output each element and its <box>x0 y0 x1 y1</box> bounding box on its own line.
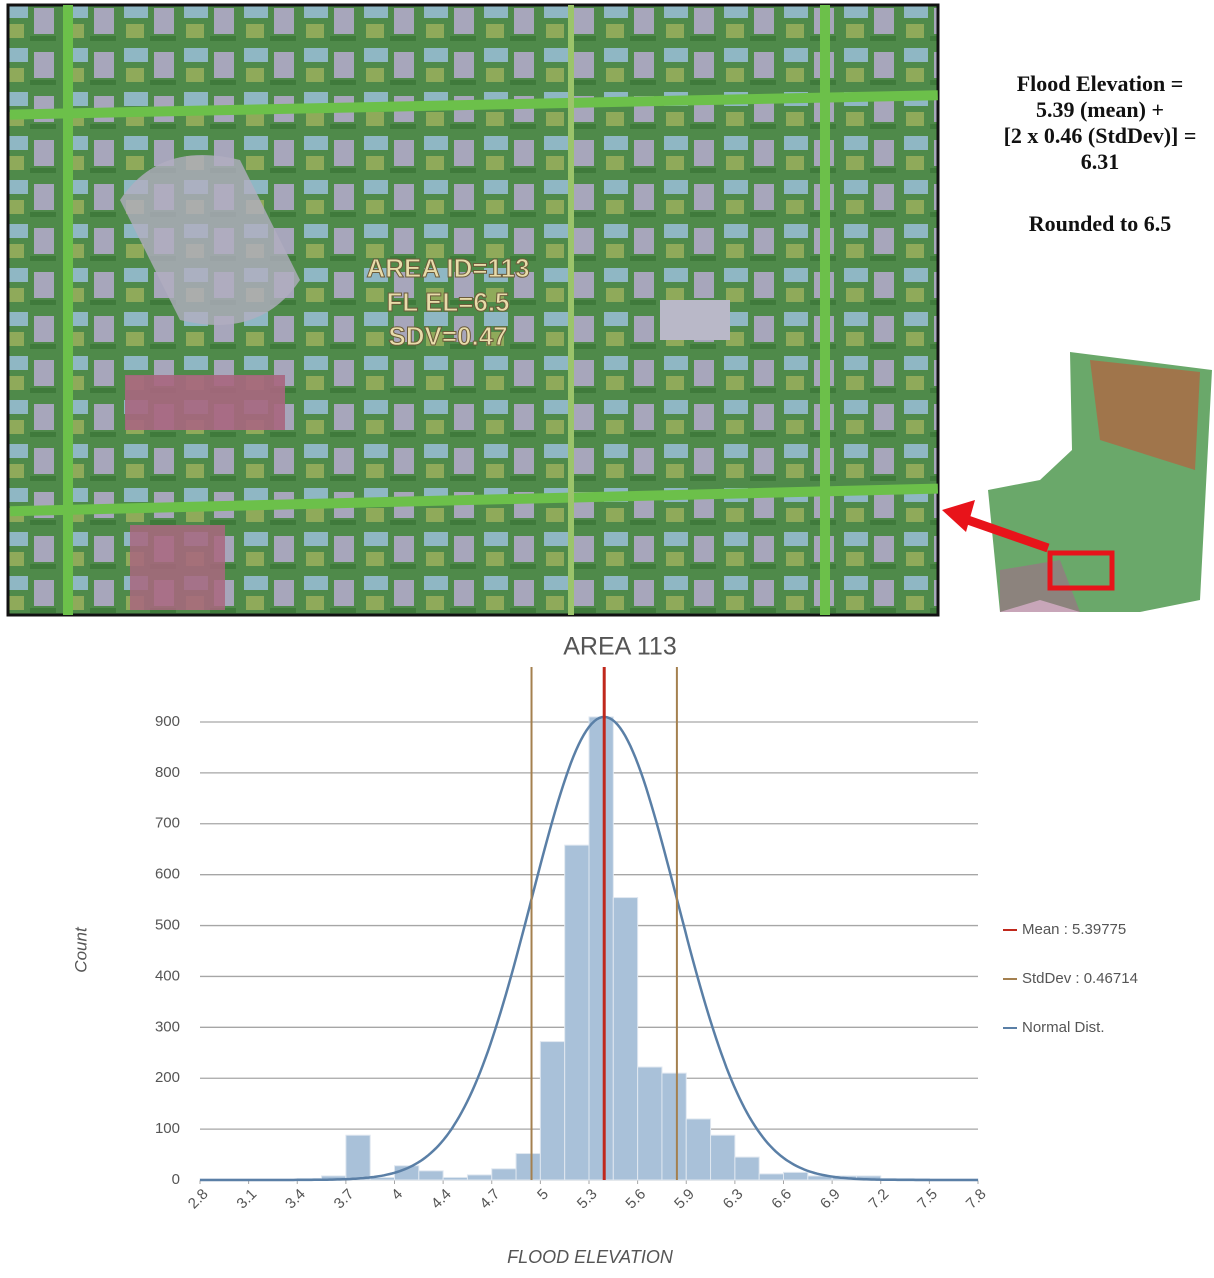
x-axis-label: FLOOD ELEVATION <box>507 1247 674 1267</box>
bar <box>662 1073 686 1180</box>
formula-line: Flood Elevation = <box>1017 71 1184 96</box>
map-label: FL EL=6.5 <box>386 287 509 317</box>
legend-label: Normal Dist. <box>1022 1019 1105 1036</box>
bar <box>346 1135 370 1180</box>
y-tick-label: 200 <box>155 1069 180 1086</box>
legend-label: StdDev : 0.46714 <box>1022 970 1138 987</box>
x-tick-label: 6.9 <box>817 1186 844 1213</box>
plot: 0 100 200 300 400 500 600 700 800 900 2.8 3.1 3.4 3.7… <box>155 667 1138 1212</box>
x-tick-label: 7.8 <box>963 1186 990 1213</box>
formula-line: 6.31 <box>1081 149 1120 174</box>
bar <box>516 1154 540 1180</box>
bar <box>540 1042 564 1180</box>
x-tick-label: 7.5 <box>914 1186 941 1213</box>
formula-note: Rounded to 6.5 <box>1029 211 1171 236</box>
x-tick-label: 4.4 <box>428 1186 455 1213</box>
bar <box>467 1175 491 1180</box>
bar <box>492 1169 516 1180</box>
y-tick-label: 800 <box>155 764 180 781</box>
bar <box>419 1171 443 1180</box>
map-label: AREA ID=113 <box>366 253 529 283</box>
y-axis-label: Count <box>71 926 90 973</box>
formula-line: [2 x 0.46 (StdDev)] = <box>1004 123 1197 148</box>
x-tick-label: 5 <box>534 1186 552 1204</box>
formula: Flood Elevation = 5.39 (mean) + [2 x 0.4… <box>1004 71 1197 236</box>
x-tick-label: 4.7 <box>477 1186 504 1213</box>
bar <box>686 1119 710 1180</box>
bar <box>784 1172 808 1180</box>
bar <box>613 898 637 1180</box>
bar <box>759 1174 783 1180</box>
y-tick-label: 0 <box>172 1171 180 1188</box>
y-tick-label: 300 <box>155 1018 180 1035</box>
legend-label: Mean : 5.39775 <box>1022 921 1126 938</box>
y-tick-label: 500 <box>155 917 180 934</box>
overview-map <box>942 352 1212 612</box>
x-tick-label: 5.3 <box>574 1186 601 1213</box>
bar <box>589 717 613 1180</box>
bar <box>735 1157 759 1180</box>
bar <box>711 1135 735 1180</box>
map-label: SDV=0.47 <box>388 321 507 351</box>
x-tick-label: 7.2 <box>866 1186 893 1213</box>
bar <box>565 845 589 1180</box>
map: AREA ID=113 FL EL=6.5 SDV=0.47 <box>8 5 938 615</box>
x-tick-label: 3.4 <box>282 1186 309 1213</box>
chart-title: AREA 113 <box>563 633 677 661</box>
x-tick-label: 3.1 <box>233 1186 260 1213</box>
page: AREA ID=113 FL EL=6.5 SDV=0.47 Flood Ele… <box>0 0 1214 1273</box>
y-tick-label: 700 <box>155 815 180 832</box>
x-tick-label: 3.7 <box>331 1186 358 1213</box>
x-tick-label: 2.8 <box>185 1186 212 1213</box>
x-tick-label: 6.3 <box>720 1186 747 1213</box>
x-tick-label: 5.9 <box>671 1186 698 1213</box>
y-tick-label: 600 <box>155 866 180 883</box>
y-tick-label: 900 <box>155 713 180 730</box>
x-tick-label: 6.6 <box>768 1186 795 1213</box>
bar <box>638 1067 662 1180</box>
y-tick-label: 100 <box>155 1120 180 1137</box>
bar <box>443 1177 467 1180</box>
formula-line: 5.39 (mean) + <box>1036 97 1164 122</box>
y-tick-label: 400 <box>155 967 180 984</box>
x-tick-label: 4 <box>388 1186 406 1204</box>
x-tick-label: 5.6 <box>622 1186 649 1213</box>
